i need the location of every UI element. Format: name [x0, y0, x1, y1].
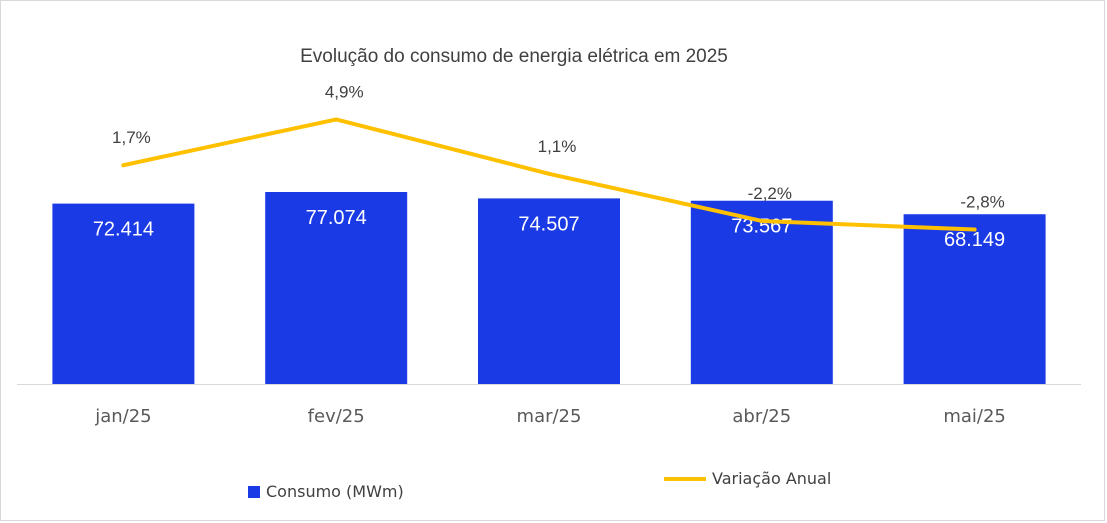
bar-consumo: [690, 200, 833, 384]
bar-data-label: 72.414: [93, 219, 154, 241]
line-point: [547, 171, 551, 176]
line-data-label: -2,2%: [748, 184, 792, 203]
bar-consumo: [478, 198, 620, 384]
line-data-label: -2,8%: [960, 193, 1004, 212]
legend-item-variacao: Variação Anual: [664, 469, 831, 488]
legend-swatch-consumo: [248, 485, 260, 498]
line-point: [334, 117, 339, 122]
legend-item-consumo: Consumo (MWm): [248, 482, 404, 501]
bar-consumo: [265, 192, 408, 384]
x-tick-label: mar/25: [517, 406, 582, 427]
legend-label-consumo: Consumo (MWm): [266, 482, 404, 501]
line-point: [972, 227, 977, 232]
x-tick-label: abr/25: [732, 406, 791, 427]
line-data-label: 4,9%: [325, 82, 364, 101]
chart-title: Evolução do consumo de energia elétrica …: [300, 46, 728, 67]
bar-data-label: 77.074: [306, 207, 367, 229]
bar-consumo: [903, 214, 1046, 384]
line-point: [121, 163, 126, 168]
line-point: [759, 218, 764, 223]
bar-consumo: [52, 203, 195, 384]
legend-swatch-variacao: [664, 476, 706, 481]
x-tick-label: fev/25: [308, 406, 365, 427]
bar-data-label: 74.507: [518, 213, 579, 235]
x-tick-label: mai/25: [943, 406, 1006, 427]
x-tick-label: jan/25: [94, 406, 151, 427]
legend-label-variacao: Variação Anual: [712, 469, 832, 488]
line-data-label: 1,7%: [112, 128, 151, 147]
line-data-label: 1,1%: [538, 137, 577, 156]
bar-data-label: 68.149: [944, 229, 1005, 251]
